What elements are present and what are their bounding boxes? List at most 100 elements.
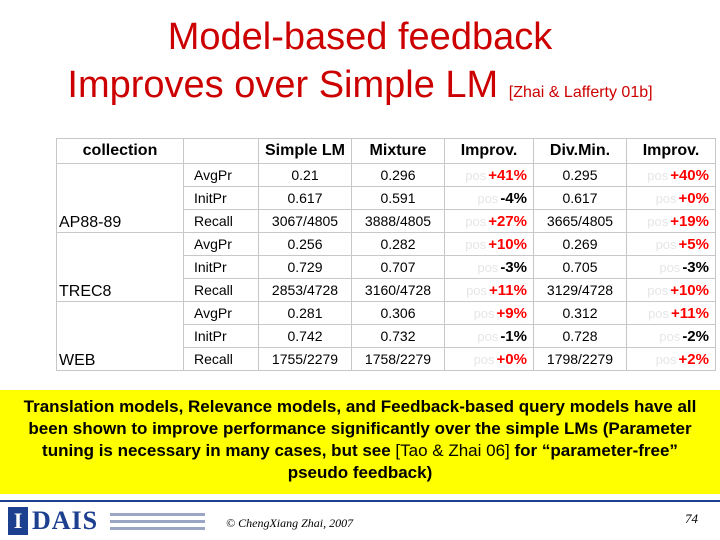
- header-mixture: Mixture: [351, 138, 445, 164]
- pos-marker: pos: [659, 259, 681, 275]
- header-improv-mixture: Improv.: [444, 138, 534, 164]
- collection-cell: TREC8: [56, 232, 184, 302]
- pos-marker: pos: [659, 328, 681, 344]
- page-number: 74: [685, 511, 698, 526]
- metric-cell: AvgPr: [183, 232, 259, 256]
- improvement-value: +11%: [489, 281, 527, 299]
- mixture-cell: 0.296: [351, 163, 445, 187]
- improv-mixture-cell: pos +10%: [444, 232, 534, 256]
- divmin-cell: 0.295: [533, 163, 627, 187]
- header-simple-lm: Simple LM: [258, 138, 352, 164]
- metric-cell: Recall: [183, 209, 259, 233]
- improvement-value: +41%: [488, 166, 527, 184]
- divmin-cell: 0.728: [533, 324, 627, 348]
- mixture-cell: 0.707: [351, 255, 445, 279]
- table-row: TREC8 AvgPr 0.256 0.282 pos +10% 0.269 pos +5%: [56, 232, 716, 302]
- improvement-value: +11%: [671, 304, 709, 322]
- simple-lm-cell: 0.256: [258, 232, 352, 256]
- header-metric: [183, 138, 259, 164]
- collection-cell: AP88-89: [56, 163, 184, 233]
- table-row: InitPr 0.617 0.591 pos -4% 0.617 pos +0%: [57, 186, 716, 210]
- improv-mixture-cell: pos -4%: [444, 186, 534, 210]
- metric-cell: Recall: [183, 278, 259, 302]
- pos-marker: pos: [648, 305, 670, 321]
- logo-letter: I: [8, 507, 28, 535]
- improvement-value: +0%: [496, 350, 527, 368]
- header-collection: collection: [56, 138, 184, 164]
- table-row: WEB AvgPr 0.281 0.306 pos +9% 0.312 pos +11%: [56, 301, 716, 371]
- metric-cell: AvgPr: [183, 163, 259, 187]
- slide-title-line2: Improves over Simple LM [Zhai & Lafferty…: [0, 64, 720, 114]
- metric-cell: Recall: [183, 347, 259, 371]
- simple-lm-cell: 3067/4805: [258, 209, 352, 233]
- dais-logo: I DAIS: [8, 507, 208, 537]
- pos-marker: pos: [655, 236, 677, 252]
- improvement-value: +5%: [678, 235, 709, 253]
- improv-divmin-cell: pos +0%: [626, 186, 716, 210]
- improv-divmin-cell: pos +40%: [626, 163, 716, 187]
- table-body: AP88-89 AvgPr 0.21 0.296 pos +41% 0.295 pos +40%…: [56, 163, 716, 371]
- divmin-cell: 3665/4805: [533, 209, 627, 233]
- simple-lm-cell: 0.742: [258, 324, 352, 348]
- slide-title-line1: Model-based feedback: [167, 16, 553, 58]
- divmin-cell: 0.705: [533, 255, 627, 279]
- pos-marker: pos: [473, 305, 495, 321]
- note-text: Translation models, Relevance models, an…: [23, 397, 697, 460]
- improvement-value: -4%: [500, 189, 527, 207]
- table-row: Recall 1755/2279 1758/2279 pos +0% 1798/2279 p…: [57, 347, 716, 371]
- improvement-value: +9%: [496, 304, 527, 322]
- table-row: AP88-89 AvgPr 0.21 0.296 pos +41% 0.295 pos +40%: [56, 163, 716, 233]
- pos-marker: pos: [655, 351, 677, 367]
- divmin-cell: 0.312: [533, 301, 627, 325]
- improv-mixture-cell: pos +41%: [444, 163, 534, 187]
- improv-mixture-cell: pos -3%: [444, 255, 534, 279]
- note-text-end: for “parameter-free” pseudo feedback): [287, 441, 678, 482]
- metric-cell: InitPr: [183, 186, 259, 210]
- logo-word: DAIS: [32, 506, 99, 535]
- improvement-value: +0%: [678, 189, 709, 207]
- improvement-value: +10%: [488, 235, 527, 253]
- pos-marker: pos: [466, 282, 488, 298]
- table-row: InitPr 0.742 0.732 pos -1% 0.728 pos -2%: [57, 324, 716, 348]
- collection-cell: WEB: [56, 301, 184, 371]
- table-row: InitPr 0.729 0.707 pos -3% 0.705 pos -3%: [57, 255, 716, 279]
- mixture-cell: 0.282: [351, 232, 445, 256]
- improv-divmin-cell: pos +19%: [626, 209, 716, 233]
- note-citation: [Tao & Zhai 06]: [395, 441, 510, 460]
- summary-note: Translation models, Relevance models, an…: [0, 390, 720, 494]
- pos-marker: pos: [477, 190, 499, 206]
- improvement-value: +19%: [670, 212, 709, 230]
- metric-cell: AvgPr: [183, 301, 259, 325]
- divmin-cell: 0.269: [533, 232, 627, 256]
- metric-cell: InitPr: [183, 324, 259, 348]
- mixture-cell: 1758/2279: [351, 347, 445, 371]
- improv-divmin-cell: pos +10%: [626, 278, 716, 302]
- pos-marker: pos: [647, 282, 669, 298]
- improvement-value: +10%: [670, 281, 709, 299]
- pos-marker: pos: [647, 213, 669, 229]
- improvement-value: -1%: [500, 327, 527, 345]
- improvement-value: +27%: [488, 212, 527, 230]
- results-table: collection Simple LM Mixture Improv. Div…: [56, 138, 716, 371]
- simple-lm-cell: 0.21: [258, 163, 352, 187]
- divmin-cell: 0.617: [533, 186, 627, 210]
- mixture-cell: 0.732: [351, 324, 445, 348]
- pos-marker: pos: [477, 328, 499, 344]
- improv-mixture-cell: pos -1%: [444, 324, 534, 348]
- improv-divmin-cell: pos -3%: [626, 255, 716, 279]
- pos-marker: pos: [465, 167, 487, 183]
- improv-mixture-cell: pos +9%: [444, 301, 534, 325]
- copyright-text: © ChengXiang Zhai, 2007: [226, 516, 354, 530]
- pos-marker: pos: [465, 236, 487, 252]
- pos-marker: pos: [473, 351, 495, 367]
- slide-title-text: Improves over Simple LM: [67, 64, 509, 106]
- footer-divider: [0, 500, 720, 502]
- pos-marker: pos: [647, 167, 669, 183]
- improvement-value: -3%: [500, 258, 527, 276]
- header-divmin: Div.Min.: [533, 138, 627, 164]
- improv-divmin-cell: pos +2%: [626, 347, 716, 371]
- table-row: Recall 3067/4805 3888/4805 pos +27% 3665/4805…: [57, 209, 716, 233]
- metric-cell: InitPr: [183, 255, 259, 279]
- pos-marker: pos: [477, 259, 499, 275]
- mixture-cell: 3888/4805: [351, 209, 445, 233]
